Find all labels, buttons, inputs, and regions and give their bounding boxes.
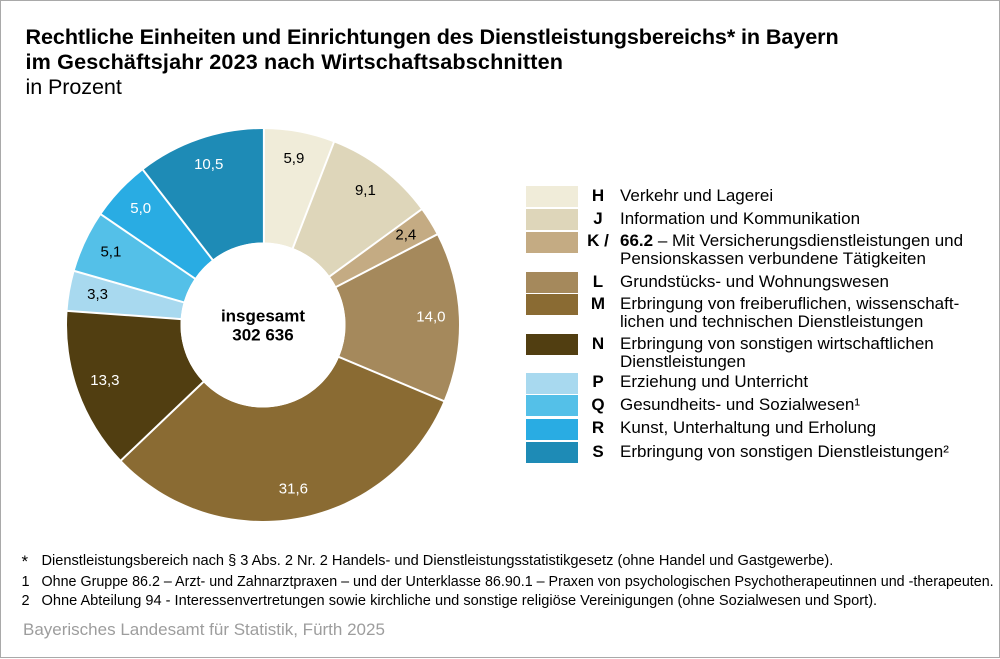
svg-text:5,1: 5,1 (100, 244, 121, 261)
svg-text:31,6: 31,6 (279, 480, 308, 497)
svg-text:3,3: 3,3 (87, 286, 108, 303)
svg-text:13,3: 13,3 (90, 372, 119, 389)
svg-text:5,0: 5,0 (130, 200, 151, 217)
svg-text:5,9: 5,9 (283, 150, 304, 167)
svg-text:302 636: 302 636 (232, 326, 293, 345)
svg-text:14,0: 14,0 (416, 308, 445, 325)
svg-text:9,1: 9,1 (355, 182, 376, 199)
svg-text:insgesamt: insgesamt (221, 307, 305, 326)
svg-text:2,4: 2,4 (395, 227, 416, 244)
svg-text:10,5: 10,5 (194, 156, 223, 173)
